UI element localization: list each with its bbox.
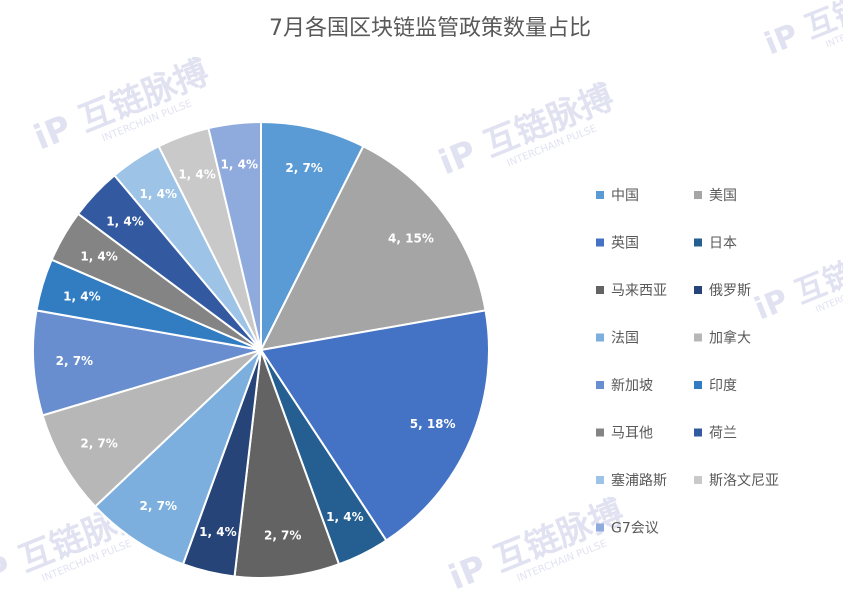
legend-swatch (596, 428, 604, 437)
pie-slice (41, 349, 262, 508)
legend-swatch (694, 428, 702, 437)
legend-item: 荷兰 (694, 426, 737, 442)
legend-label: 塞浦路斯 (611, 472, 667, 489)
watermark-brand: iP 互链脉搏 (750, 233, 843, 328)
pie-slices (32, 120, 490, 579)
legend-label: 法国 (611, 331, 639, 347)
legend-label: 中国 (611, 188, 639, 204)
legend-label: 斯洛文尼亚 (709, 473, 779, 489)
slice-data-label: 2, 7% (56, 354, 93, 368)
legend-swatch (694, 238, 702, 247)
slice-data-label: 2, 7% (285, 161, 322, 175)
legend-label: 马来西亚 (611, 283, 667, 299)
pie-slice (259, 309, 490, 542)
legend-swatch (694, 333, 702, 342)
chart-title: 7月各国区块链监管政策数量占比 (269, 16, 591, 41)
legend-label: 加拿大 (709, 330, 751, 347)
slice-data-label: 2, 7% (140, 499, 177, 513)
legend-item: 印度 (694, 378, 737, 394)
watermark-brand: iP 互链脉搏 (760, 0, 843, 62)
slice-data-label: 4, 15% (388, 231, 434, 245)
legend-swatch (596, 191, 604, 199)
slice-labels: 2, 7% 4, 15% 5, 18% 1, 4% 2, 7% 1, 4% 2, 7% 2, … (56, 157, 456, 542)
slice-data-label: 1, 4% (326, 510, 363, 524)
legend-swatch (694, 286, 702, 294)
legend-item: 英国 (596, 235, 639, 252)
slice-data-label: 1, 4% (221, 157, 258, 171)
legend-swatch (596, 523, 604, 532)
pie-slice (233, 349, 341, 579)
slice-data-label: 1, 4% (80, 250, 117, 264)
legend-item: 法国 (596, 331, 639, 347)
slice-data-label: 2, 7% (80, 436, 117, 450)
slice-data-label: 1, 4% (199, 525, 236, 539)
legend-label: 荷兰 (709, 426, 737, 442)
slice-data-label: 5, 18% (410, 417, 456, 431)
legend-item: 加拿大 (694, 330, 751, 347)
legend-swatch (596, 238, 604, 247)
legend-item: 塞浦路斯 (596, 472, 667, 489)
pie-slice (260, 120, 365, 351)
slice-data-label: 1, 4% (106, 215, 143, 229)
legend-label: 英国 (611, 235, 639, 252)
legend-swatch (694, 476, 702, 484)
legend-item: G7会议 (596, 521, 659, 537)
legend-item: 日本 (694, 236, 737, 252)
legend-item: 美国 (694, 188, 737, 204)
legend-label: 新加坡 (611, 378, 653, 394)
pie-slice (32, 309, 262, 417)
legend-item: 俄罗斯 (694, 283, 751, 299)
slice-data-label: 2, 7% (264, 529, 301, 543)
legend-swatch (596, 476, 604, 484)
pie-slice (259, 144, 487, 352)
pie-slice (93, 349, 262, 566)
slice-data-label: 1, 4% (178, 167, 215, 181)
legend-label: 马耳他 (611, 426, 653, 442)
legend-label: G7会议 (611, 521, 659, 537)
legend-label: 俄罗斯 (709, 283, 751, 299)
slice-data-label: 1, 4% (140, 187, 177, 201)
legend-swatch (596, 333, 604, 342)
legend-item: 中国 (596, 188, 639, 204)
slice-data-label: 1, 4% (63, 289, 100, 303)
legend-swatch (694, 381, 702, 389)
legend-item: 新加坡 (596, 378, 653, 394)
pie-slice (207, 120, 262, 351)
legend-swatch (596, 286, 604, 294)
legend-item: 斯洛文尼亚 (694, 473, 779, 489)
legend-label: 日本 (709, 236, 737, 252)
legend-label: 印度 (709, 378, 737, 394)
legend-swatch (596, 381, 604, 389)
legend-label: 美国 (709, 188, 737, 204)
legend-swatch (694, 191, 702, 199)
legend-item: 马耳他 (596, 426, 653, 442)
legend-item: 马来西亚 (596, 283, 667, 299)
